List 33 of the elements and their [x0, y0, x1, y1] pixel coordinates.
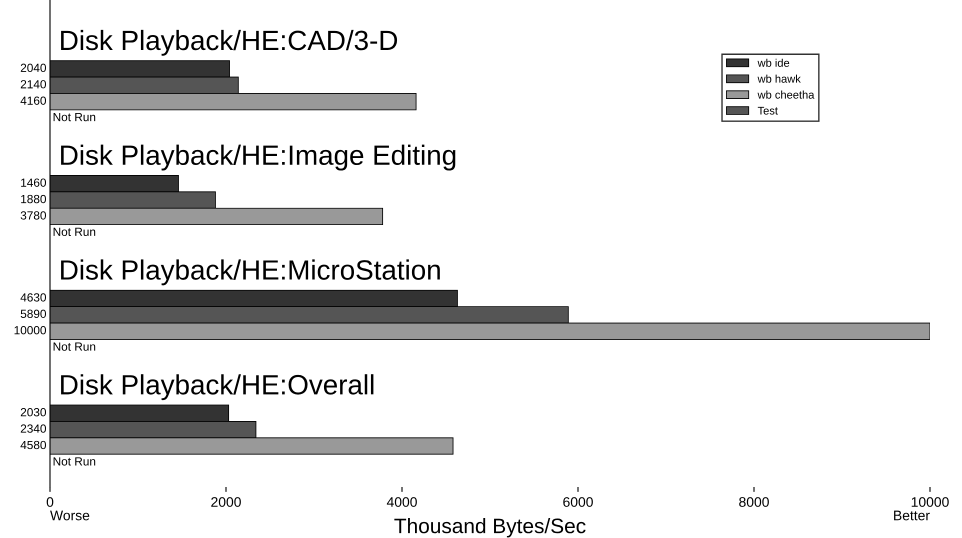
y-tick-label: Disk Playback/HE:MicroStation: [61, 259, 440, 286]
text: Worse: [50, 510, 90, 520]
x-tick-label: 6000: [563, 497, 593, 507]
legend-label: wb ide: [758, 58, 790, 67]
x-tick-label: 4000: [386, 497, 417, 507]
x-tick-label: 8000: [739, 497, 769, 507]
x-tick-label: 10000: [912, 497, 949, 507]
data-label: 2140: [20, 80, 46, 88]
data-label: 2040: [20, 64, 46, 72]
text: Not Run: [54, 228, 96, 236]
x-tick-label: 0: [46, 497, 54, 507]
data-label: 3780: [20, 211, 46, 220]
x-tick-label: 2000: [211, 497, 241, 507]
data-label: 1880: [21, 194, 46, 204]
data-label: 4160: [20, 96, 46, 105]
text: Not Run: [54, 457, 96, 466]
y-tick-label: Disk Playback/HE:CAD/3-D: [61, 30, 398, 56]
x-axis-title: Thousand Bytes/Sec: [394, 518, 586, 538]
y-tick-label: Disk Playback/HE:Overall: [61, 374, 374, 400]
text: Not Run: [54, 112, 96, 122]
data-label: 2030: [20, 408, 46, 416]
legend-label: wb cheetha: [758, 90, 814, 99]
data-label: 4630: [20, 293, 46, 302]
legend-label: wb hawk: [758, 74, 801, 83]
data-label: 2340: [20, 424, 46, 433]
data-label: 1460: [21, 178, 46, 187]
data-label: 4580: [20, 440, 46, 450]
y-tick-label: Disk Playback/HE:Image Editing: [61, 144, 456, 171]
data-label: 5890: [20, 310, 46, 318]
data-label: 10000: [14, 326, 46, 334]
text: Better: [894, 510, 930, 520]
text: Not Run: [54, 342, 96, 351]
legend-label: Test: [758, 106, 778, 115]
